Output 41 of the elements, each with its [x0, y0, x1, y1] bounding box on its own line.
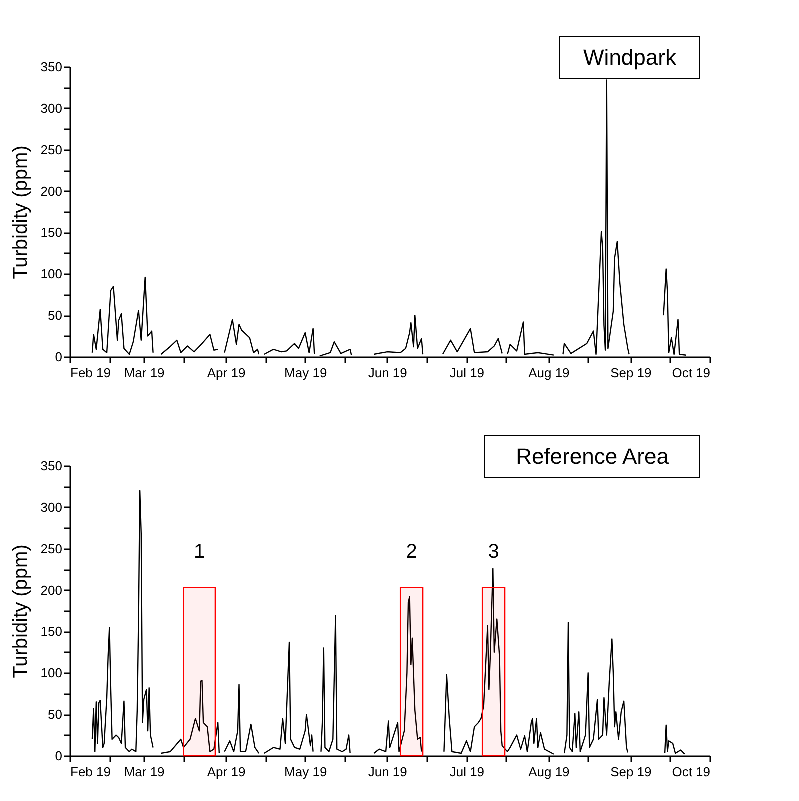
y-axis-title: Turbidity (ppm) — [10, 146, 32, 280]
x-tick-label: Sep 19 — [610, 764, 652, 780]
y-tick-label: 350 — [40, 458, 62, 474]
x-tick-label: Jun 19 — [368, 764, 408, 780]
x-tick-label: Mar 19 — [124, 366, 165, 380]
y-tick-label: 300 — [40, 100, 62, 116]
x-tick-label: Mar 19 — [124, 764, 165, 780]
y-tick-label: 250 — [40, 541, 62, 556]
x-tick-label: Oct 19 — [672, 764, 710, 780]
band-label: 2 — [406, 540, 418, 563]
band-label: 3 — [488, 540, 500, 563]
chart-title: Reference Area — [516, 444, 670, 469]
x-tick-label: Sep 19 — [610, 366, 652, 380]
y-tick-label: 0 — [55, 350, 62, 364]
x-tick-label: Feb 19 — [70, 366, 111, 380]
y-tick-label: 300 — [40, 500, 62, 515]
y-axis-title: Turbidity (ppm) — [10, 544, 32, 678]
x-tick-label: Apr 19 — [207, 764, 246, 780]
y-tick-label: 150 — [40, 624, 62, 640]
y-tick-label: 350 — [40, 60, 62, 74]
chart-title: Windpark — [584, 45, 678, 70]
y-tick-label: 50 — [48, 308, 62, 324]
x-tick-label: May 19 — [284, 764, 328, 780]
y-tick-label: 100 — [40, 266, 62, 282]
x-tick-label: Apr 19 — [207, 366, 246, 380]
y-tick-label: 100 — [40, 666, 62, 681]
y-tick-label: 150 — [40, 225, 62, 240]
x-tick-label: Oct 19 — [672, 366, 710, 380]
x-tick-label: Jul 19 — [450, 764, 485, 780]
x-tick-label: Jul 19 — [450, 366, 485, 380]
x-tick-label: Aug 19 — [528, 366, 570, 380]
y-tick-label: 200 — [40, 184, 62, 199]
y-tick-label: 200 — [40, 582, 62, 598]
x-tick-label: Jun 19 — [368, 366, 408, 380]
x-tick-label: Aug 19 — [528, 764, 570, 780]
x-tick-label: May 19 — [284, 366, 328, 380]
y-tick-label: 50 — [48, 707, 62, 722]
band-label: 1 — [194, 540, 206, 563]
y-tick-label: 0 — [55, 748, 62, 764]
x-tick-label: Feb 19 — [70, 764, 111, 780]
y-tick-label: 250 — [40, 142, 62, 158]
